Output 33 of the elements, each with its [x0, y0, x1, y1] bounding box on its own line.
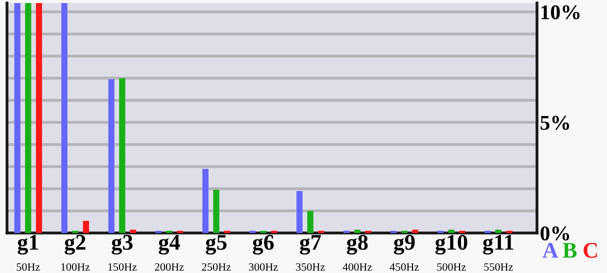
bar	[213, 190, 220, 233]
y-tick-label: 0%	[540, 226, 570, 240]
bar	[354, 230, 360, 233]
bar	[296, 190, 303, 233]
category-label: g4 200Hz	[154, 235, 184, 271]
bar	[307, 210, 314, 233]
bar	[130, 230, 136, 233]
category-label: g9 450Hz	[390, 234, 419, 271]
bar	[61, 3, 68, 233]
category-label: g5 250Hz	[202, 235, 231, 271]
bar	[119, 78, 126, 233]
category-label: g7 350Hz	[296, 235, 325, 271]
text: C	[584, 242, 597, 258]
category-label: g10 500Hz	[435, 234, 468, 271]
bar	[412, 230, 418, 233]
category-label: g8 400Hz	[342, 234, 372, 271]
bar	[36, 3, 42, 233]
category-label: g11 550Hz	[482, 234, 514, 271]
bar	[448, 230, 454, 233]
y-tick-label: 5%	[540, 116, 570, 130]
text: A	[542, 242, 558, 258]
category-label: g2 100Hz	[61, 234, 90, 271]
bar	[82, 220, 90, 233]
category-label: g1 50Hz	[16, 234, 40, 271]
y-tick-label: 10%	[541, 5, 580, 20]
bar	[25, 3, 32, 233]
category-label: g3 150Hz	[108, 234, 137, 271]
bar	[14, 3, 20, 233]
bar	[202, 168, 209, 233]
text: B	[562, 243, 577, 258]
category-label: g6 300Hz	[249, 234, 278, 271]
bar	[108, 79, 114, 233]
bar	[495, 230, 502, 233]
